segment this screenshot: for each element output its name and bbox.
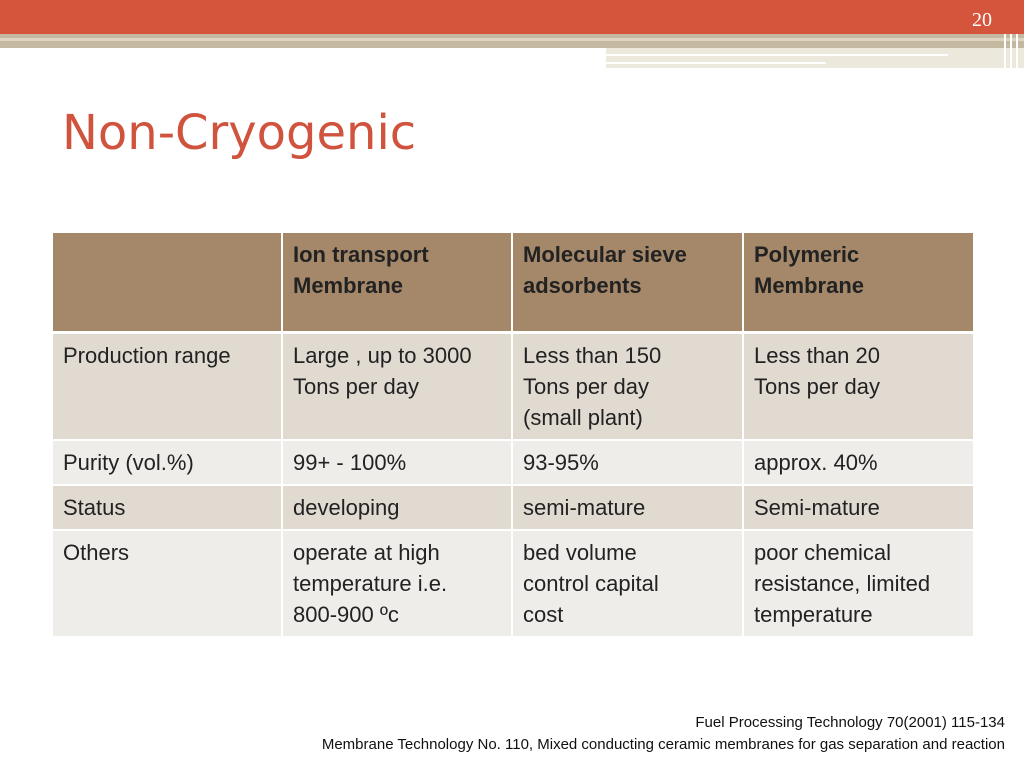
reference-line: Fuel Processing Technology 70(2001) 115-… <box>695 714 1005 731</box>
table-cell: Less than 150 Tons per day (small plant) <box>511 331 744 441</box>
decorative-stripe <box>0 34 1024 48</box>
header-cell-molecular-sieve: Molecular sieve adsorbents <box>511 231 744 334</box>
table-cell: approx. 40% <box>742 439 975 486</box>
decorative-tab <box>606 48 1024 68</box>
table-cell: developing <box>281 484 513 531</box>
table-cell: Large , up to 3000 Tons per day <box>281 331 513 441</box>
reference-line: Membrane Technology No. 110, Mixed condu… <box>321 736 1005 753</box>
table-cell: semi-mature <box>511 484 744 531</box>
table-cell: Less than 20 Tons per day <box>742 331 975 441</box>
decorative-line <box>606 54 948 56</box>
header-cell-ion-transport: Ion transport Membrane <box>281 231 513 334</box>
page-number: 20 <box>972 9 992 31</box>
decorative-stripe-light <box>0 38 1024 41</box>
row-label: Purity (vol.%) <box>51 439 283 486</box>
comparison-table: Ion transport Membrane Molecular sieve a… <box>51 231 975 638</box>
decorative-vertical-lines <box>1000 34 1024 68</box>
decorative-line <box>606 62 826 64</box>
table-row: Production range Large , up to 3000 Tons… <box>51 331 975 441</box>
header-cell-empty <box>51 231 283 334</box>
row-label: Production range <box>51 331 283 441</box>
table-header-row: Ion transport Membrane Molecular sieve a… <box>51 231 975 334</box>
row-label: Status <box>51 484 283 531</box>
table-row: Status developing semi-mature Semi-matur… <box>51 484 975 531</box>
header-cell-polymeric: Polymeric Membrane <box>742 231 975 334</box>
table-cell: operate at high temperature i.e. 800-900… <box>281 529 513 638</box>
row-label: Others <box>51 529 283 638</box>
table-cell: 99+ - 100% <box>281 439 513 486</box>
table-cell: Semi-mature <box>742 484 975 531</box>
table-cell: poor chemical resistance, limited temper… <box>742 529 975 638</box>
table-cell: 93-95% <box>511 439 744 486</box>
table-row: Others operate at high temperature i.e. … <box>51 529 975 638</box>
table-row: Purity (vol.%) 99+ - 100% 93-95% approx.… <box>51 439 975 486</box>
table-cell: bed volume control capital cost <box>511 529 744 638</box>
top-accent-bar <box>0 0 1024 34</box>
references-footer: Fuel Processing Technology 70(2001) 115-… <box>322 712 1005 756</box>
slide-title: Non-Cryogenic <box>62 105 417 161</box>
